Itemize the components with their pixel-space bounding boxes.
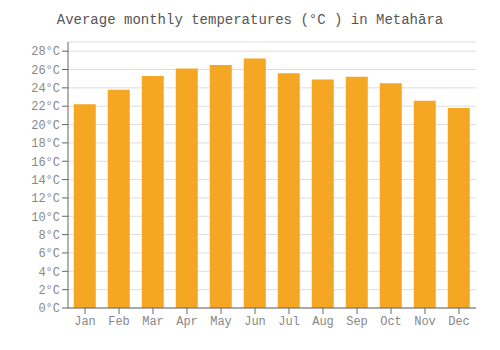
svg-text:Mar: Mar bbox=[142, 315, 164, 329]
svg-text:Feb: Feb bbox=[108, 315, 130, 329]
svg-text:2°C: 2°C bbox=[38, 284, 60, 298]
svg-text:20°C: 20°C bbox=[31, 119, 60, 133]
html-text:Average monthly temperatures (: Average monthly temperatures (°C ) in Me… bbox=[56, 12, 444, 28]
svg-text:0°C: 0°C bbox=[38, 302, 60, 316]
svg-text:12°C: 12°C bbox=[31, 192, 60, 206]
svg-text:10°C: 10°C bbox=[31, 211, 60, 225]
svg-text:6°C: 6°C bbox=[38, 247, 60, 261]
svg-text:8°C: 8°C bbox=[38, 229, 60, 243]
svg-text:16°C: 16°C bbox=[31, 156, 60, 170]
svg-text:22°C: 22°C bbox=[31, 100, 60, 114]
svg-text:May: May bbox=[210, 315, 232, 329]
svg-text:Oct: Oct bbox=[380, 315, 402, 329]
svg-text:Jul: Jul bbox=[278, 315, 300, 329]
svg-text:Nov: Nov bbox=[414, 315, 436, 329]
svg-text:Jun: Jun bbox=[244, 315, 266, 329]
svg-text:26°C: 26°C bbox=[31, 64, 60, 78]
svg-text:28°C: 28°C bbox=[31, 45, 60, 59]
svg-text:24°C: 24°C bbox=[31, 82, 60, 96]
svg-text:Aug: Aug bbox=[312, 315, 334, 329]
svg-text:Sep: Sep bbox=[346, 315, 368, 329]
svg-text:4°C: 4°C bbox=[38, 266, 60, 280]
svg-text:Jan: Jan bbox=[74, 315, 96, 329]
svg-text:14°C: 14°C bbox=[31, 174, 60, 188]
svg-text:Dec: Dec bbox=[448, 315, 470, 329]
svg-text:18°C: 18°C bbox=[31, 137, 60, 151]
svg-text:Apr: Apr bbox=[176, 315, 198, 329]
